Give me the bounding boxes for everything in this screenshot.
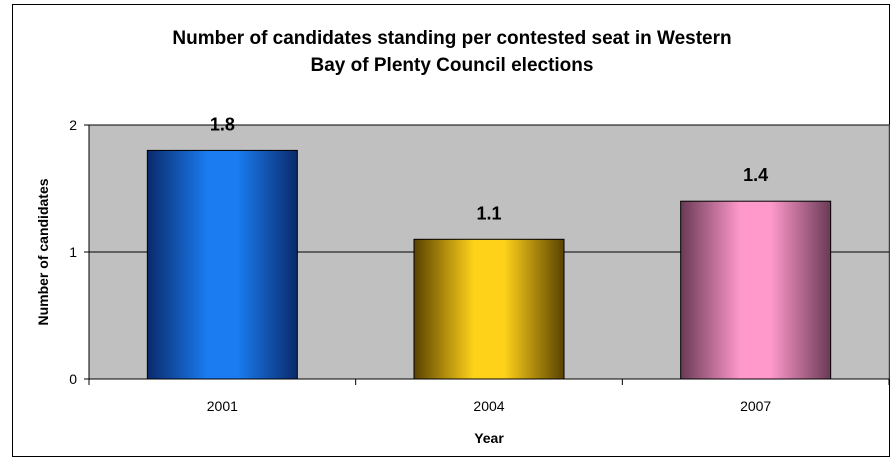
bars — [146, 149, 832, 380]
y-tick-label: 0 — [69, 371, 77, 387]
x-tick-label-2004: 2004 — [473, 398, 504, 414]
x-tick-labels: 2001 2004 2007 — [207, 398, 772, 414]
y-tick-label: 2 — [69, 117, 77, 133]
x-tick-label-2001: 2001 — [207, 398, 238, 414]
data-label-2001: 1.8 — [210, 114, 235, 134]
bar-2001 — [146, 149, 298, 380]
chart-title: Number of candidates standing per contes… — [13, 25, 891, 79]
data-labels: 1.8 1.1 1.4 — [210, 114, 768, 223]
bar-2004 — [413, 238, 565, 380]
x-axis-label: Year — [474, 430, 504, 446]
chart-title-line-1: Number of candidates standing per contes… — [172, 28, 732, 49]
data-label-2007: 1.4 — [743, 165, 768, 185]
bar-2007 — [680, 200, 832, 380]
y-axis-label: Number of candidates — [35, 178, 51, 325]
x-tick-label-2007: 2007 — [740, 398, 771, 414]
y-tick-label: 1 — [69, 244, 77, 260]
chart-title-line-2: Bay of Plenty Council elections — [310, 55, 594, 76]
axes — [84, 124, 890, 385]
data-label-2004: 1.1 — [476, 203, 501, 223]
y-tick-labels: 0 1 2 — [69, 117, 77, 387]
